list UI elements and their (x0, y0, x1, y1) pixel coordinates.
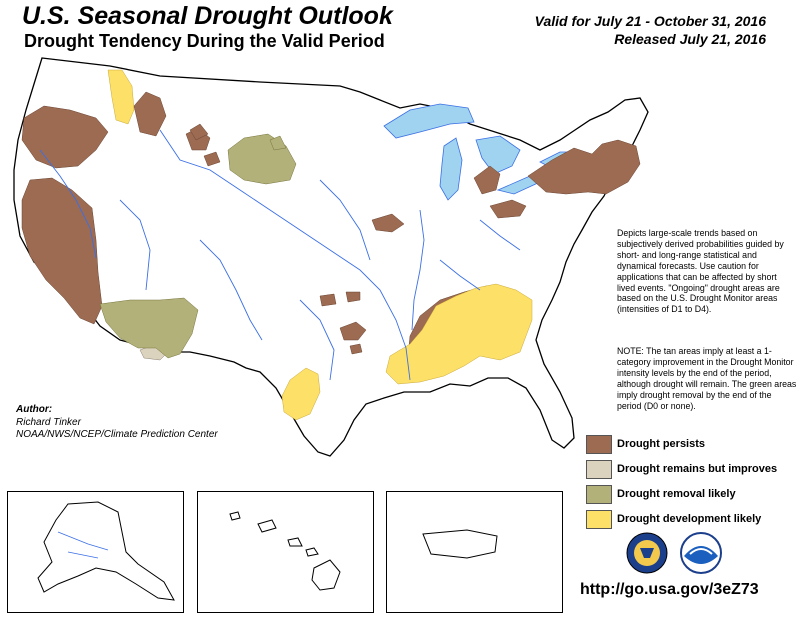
us-outline (13, 57, 649, 457)
outlook-description: Depicts large-scale trends based on subj… (617, 228, 784, 315)
persist-ohio (489, 199, 527, 219)
outlook-url[interactable]: http://go.usa.gov/3eZ73 (580, 581, 759, 598)
legend-label: Drought remains but improves (617, 463, 778, 475)
author-name: Richard Tinker (16, 416, 81, 428)
persist-arkansas (339, 321, 367, 341)
persist-pacific-nw (21, 105, 109, 169)
puerto-rico-map (422, 529, 498, 559)
lake-huron (475, 135, 521, 175)
legend-label: Drought removal likely (617, 488, 736, 500)
noaa-logo-icon (680, 532, 722, 574)
author-org: NOAA/NWS/NCEP/Climate Prediction Center (16, 429, 218, 440)
hawaii-map (229, 511, 341, 591)
persist-ks-spot (345, 291, 361, 303)
persist-tx-spot (349, 343, 363, 355)
persist-nd-spot (189, 123, 209, 141)
removal-sw-spot (269, 135, 287, 151)
doc-seal-icon (626, 532, 668, 574)
legend-swatch (586, 459, 612, 479)
hawaii-inset (197, 491, 374, 613)
lake-michigan (439, 137, 463, 201)
develop-texas (281, 367, 321, 421)
puerto-rico-inset (386, 491, 563, 613)
legend-label: Drought persists (617, 438, 706, 450)
persist-ok-spot (319, 293, 337, 307)
develop-idaho-panhandle (107, 69, 135, 125)
develop-southeast (385, 283, 533, 385)
lake-superior (383, 103, 475, 139)
persist-wy (203, 151, 221, 167)
legend-swatch (586, 434, 612, 454)
map-subtitle: Drought Tendency During the Valid Period (24, 31, 385, 51)
persist-michigan (473, 165, 501, 195)
legend-swatch (586, 484, 612, 504)
persist-northeast (527, 139, 641, 195)
legend-swatch (586, 509, 612, 529)
outlook-note: NOTE: The tan areas imply at least a 1-c… (617, 346, 797, 411)
persist-california (21, 177, 103, 325)
legend-item-improves: Drought remains but improves (586, 459, 777, 479)
valid-period: Valid for July 21 - October 31, 2016 Rel… (535, 12, 766, 48)
legend-item-development: Drought development likely (586, 509, 761, 529)
author-block: Author: Richard Tinker NOAA/NWS/NCEP/Cli… (16, 404, 218, 442)
legend-label: Drought development likely (617, 513, 762, 525)
map-title: U.S. Seasonal Drought Outlook (22, 2, 393, 30)
drought-removal-areas (99, 133, 471, 557)
valid-line: Valid for July 21 - October 31, 2016 (534, 13, 766, 29)
removal-southwest (99, 297, 199, 359)
alaska-inset (7, 491, 184, 613)
legend-item-persists: Drought persists (586, 434, 705, 454)
drought-development-areas (107, 69, 533, 421)
rivers (39, 129, 521, 381)
author-label: Author: (16, 404, 53, 415)
persist-iowa (371, 213, 405, 233)
alaska-map (37, 501, 175, 601)
legend-item-removal: Drought removal likely (586, 484, 736, 504)
persist-idaho (133, 91, 167, 137)
released-line: Released July 21, 2016 (614, 31, 766, 47)
